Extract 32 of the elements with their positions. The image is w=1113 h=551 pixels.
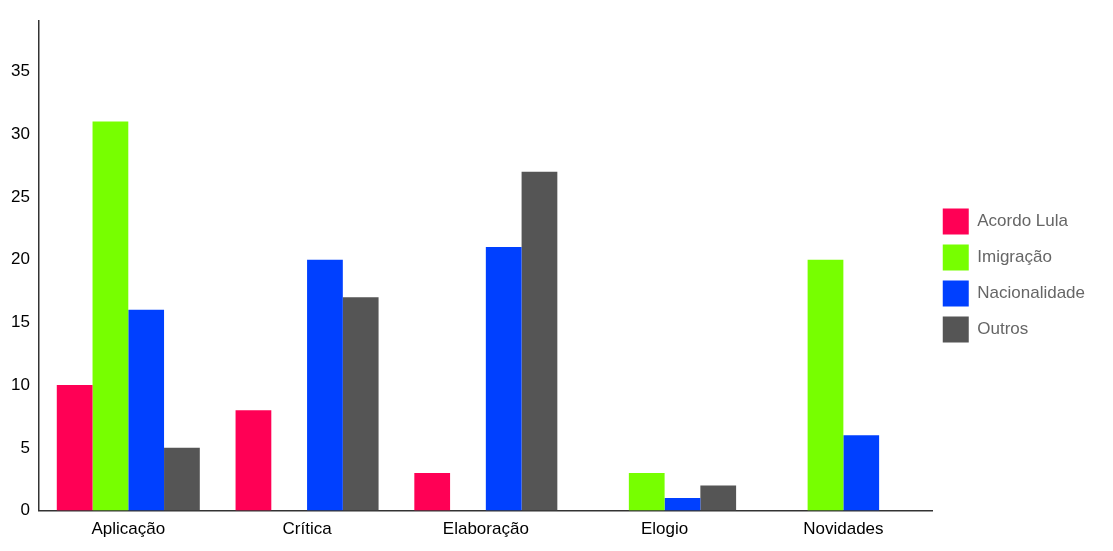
bar (307, 259, 343, 511)
bar (485, 247, 522, 511)
legend-label: Nacionalidade (977, 283, 1086, 303)
legend-label: Acordo Lula (977, 211, 1069, 231)
y-tick-label: 5 (20, 437, 30, 457)
y-tick-label: 0 (20, 500, 30, 520)
bar (521, 171, 558, 511)
x-tick-label: Elogio (640, 519, 689, 539)
bar (235, 410, 272, 511)
x-tick-label: Novidades (803, 519, 884, 539)
legend-label: Outros (977, 319, 1029, 339)
bar (700, 485, 737, 511)
bar (92, 121, 129, 511)
bar (628, 472, 665, 511)
bar (56, 385, 93, 511)
bar (128, 309, 165, 511)
bar (414, 472, 451, 511)
bar (843, 435, 880, 511)
bar (164, 447, 200, 511)
x-tick-label: Aplicação (91, 519, 166, 539)
y-tick-label: 10 (10, 374, 30, 394)
legend-label: Imigração (977, 247, 1052, 267)
bar (342, 297, 379, 511)
bar (664, 498, 701, 511)
y-tick-label: 25 (10, 186, 30, 206)
x-tick-label: Crítica (282, 519, 333, 539)
y-tick-label: 15 (10, 312, 30, 332)
y-tick-label: 20 (10, 249, 30, 269)
y-tick-label: 35 (10, 61, 30, 81)
x-tick-label: Elaboração (442, 519, 529, 539)
y-tick-label: 30 (10, 123, 30, 143)
bar (807, 259, 844, 511)
